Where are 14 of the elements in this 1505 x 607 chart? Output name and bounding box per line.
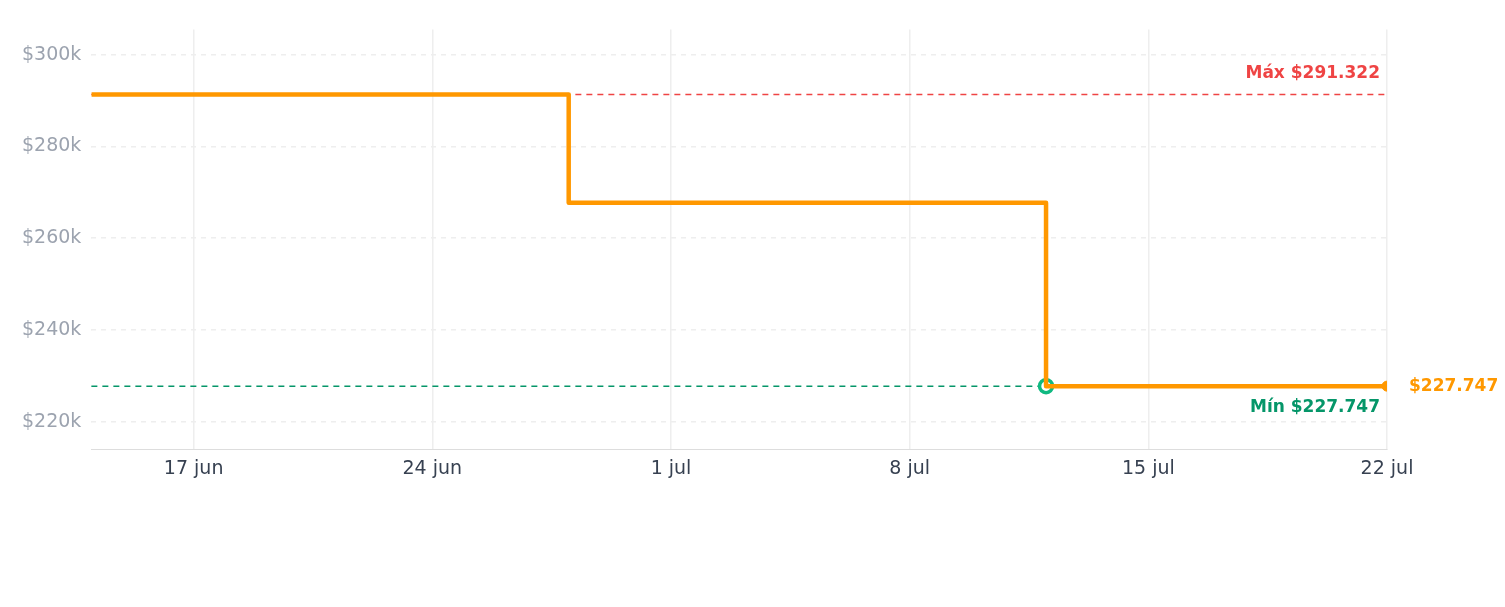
- x-tick-label: 8 jul: [889, 455, 931, 478]
- y-tick-label: $280k: [22, 133, 82, 156]
- ref-line-label: Mín $227.747: [1249, 396, 1380, 417]
- x-tick-label: 24 jun: [402, 455, 463, 478]
- y-tick-label: $300k: [22, 41, 82, 64]
- data-label: $227.747: [1409, 374, 1499, 395]
- ref-line-label: Máx $291.322: [1245, 62, 1380, 83]
- y-tick-label: $220k: [22, 408, 82, 431]
- x-tick-label: 1 jul: [650, 455, 692, 478]
- x-tick-label: 22 jul: [1360, 455, 1414, 478]
- y-tick-label: $260k: [22, 225, 82, 248]
- y-tick-label: $240k: [22, 316, 82, 339]
- x-tick-label: 17 jun: [163, 455, 224, 478]
- x-tick-label: 15 jul: [1121, 455, 1175, 478]
